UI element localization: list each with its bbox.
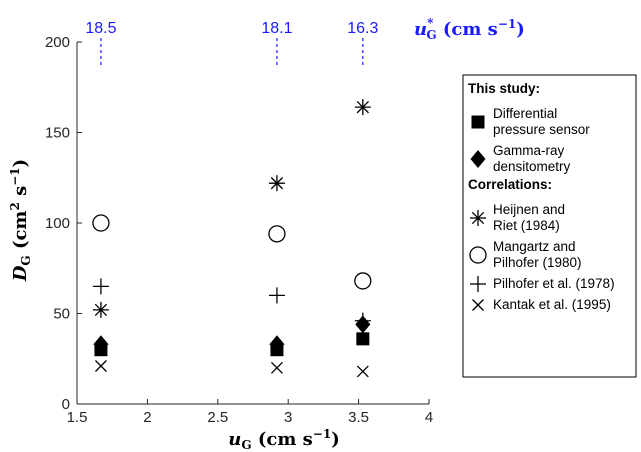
y-axis-label: DG (cm2 s−1) xyxy=(8,159,33,282)
x-tick-label: 1.5 xyxy=(67,409,88,426)
legend-item-label: densitometry xyxy=(493,159,571,174)
asterisk-point xyxy=(354,99,371,116)
cross-point xyxy=(94,360,107,372)
legend-item-label: Riet (1984) xyxy=(493,218,560,233)
x-tick-label: 4 xyxy=(425,409,433,426)
legend-square-icon xyxy=(471,115,485,129)
legend-asterisk-icon xyxy=(470,210,486,226)
x-axis-label: uG (cm s−1) xyxy=(228,427,339,452)
legend-box xyxy=(462,74,637,378)
top-axis-tick-label: 16.3 xyxy=(347,20,378,37)
legend-item-label: Pilhofer (1980) xyxy=(493,255,582,270)
plus-point xyxy=(92,278,109,295)
plot-area: 1.5 2 2.5 3 3.5 4 0 50 100 150 200 xyxy=(45,34,433,426)
legend-item-label: Pilhofer et al. (1978) xyxy=(493,276,615,291)
top-axis: 18.5 18.1 16.3 xyxy=(85,20,378,68)
legend-cross-icon xyxy=(472,299,484,311)
legend-heading: Correlations: xyxy=(468,177,552,192)
x-tick-label: 2.5 xyxy=(207,409,228,426)
y-tick-label: 200 xyxy=(45,34,70,51)
legend-circle-icon xyxy=(469,246,487,264)
plus-point xyxy=(354,312,371,329)
circle-point xyxy=(268,225,286,243)
y-tick-label: 100 xyxy=(45,215,70,232)
legend-item-label: Kantak et al. (1995) xyxy=(493,297,611,312)
legend-plus-icon xyxy=(470,276,486,292)
top-axis-tick-label: 18.1 xyxy=(261,20,292,37)
cross-point xyxy=(356,365,369,378)
top-axis-tick-label: 18.5 xyxy=(85,20,116,37)
y-tick-label: 0 xyxy=(62,396,70,413)
asterisk-point xyxy=(92,301,109,318)
legend-diamond-icon xyxy=(470,150,486,168)
legend-item-label: Differential xyxy=(493,106,557,121)
y-tick-label: 50 xyxy=(53,306,70,323)
legend-heading: This study: xyxy=(468,81,540,96)
legend-item-label: Gamma-ray xyxy=(493,143,565,158)
cross-point xyxy=(270,361,283,374)
diamond-point xyxy=(269,335,285,354)
y-tick-label: 150 xyxy=(45,125,70,142)
plus-point xyxy=(268,287,285,304)
legend-item-label: Mangartz and xyxy=(493,239,576,254)
top-axis-label: u* G (cm s−1) xyxy=(414,16,525,42)
legend-item-label: Heijnen and xyxy=(493,202,565,217)
diamond-point xyxy=(93,335,109,354)
x-tick-label: 2 xyxy=(143,409,151,426)
square-point xyxy=(356,332,370,346)
x-tick-label: 3.5 xyxy=(348,409,369,426)
circle-point xyxy=(354,272,372,290)
asterisk-point xyxy=(268,175,285,192)
circle-point xyxy=(92,214,110,232)
x-tick-label: 3 xyxy=(284,409,292,426)
legend-item-label: pressure sensor xyxy=(493,122,590,137)
